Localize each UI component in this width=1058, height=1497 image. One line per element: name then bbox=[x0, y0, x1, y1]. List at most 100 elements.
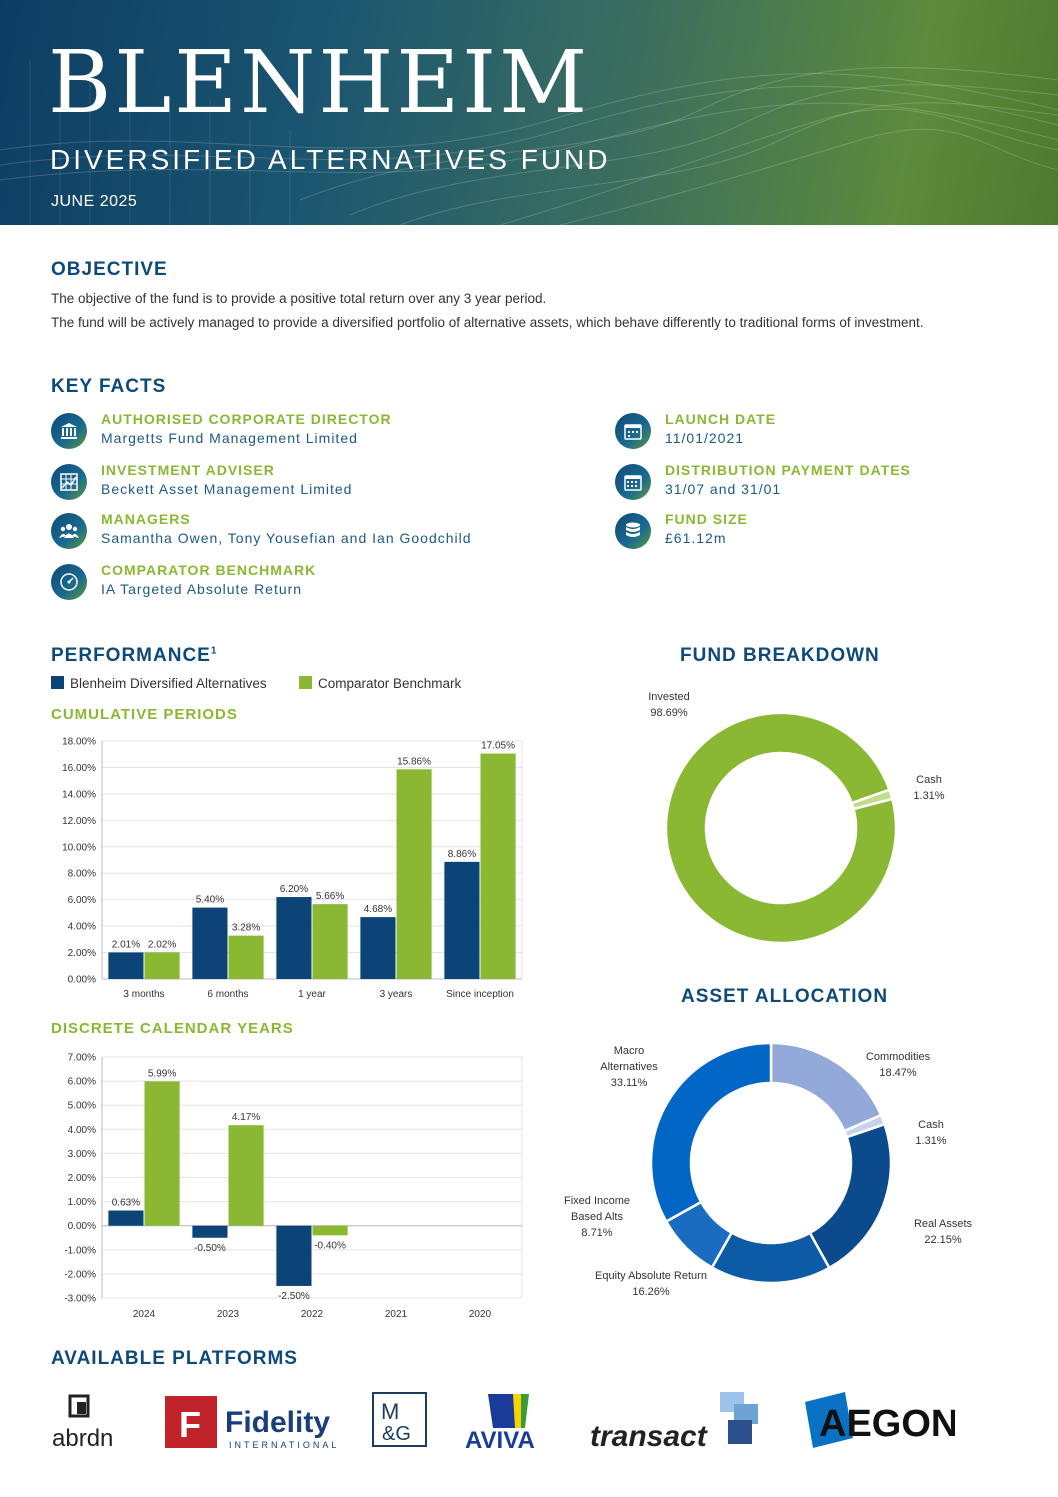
objective-line-2: The fund will be actively managed to pro… bbox=[51, 315, 924, 330]
fact-value: Margetts Fund Management Limited bbox=[101, 430, 358, 446]
mg-text-g: &G bbox=[382, 1423, 411, 1445]
y-tick-label: 0.00% bbox=[68, 1221, 96, 1232]
bar bbox=[228, 1125, 264, 1226]
bar bbox=[276, 897, 312, 979]
bar bbox=[144, 1081, 180, 1226]
fact-label: DISTRIBUTION PAYMENT DATES bbox=[665, 462, 911, 478]
data-label: 6.20% bbox=[280, 884, 308, 895]
slice-label: Commodities bbox=[866, 1051, 931, 1063]
platform-logos: abrdn F Fidelity INTERNATIONAL M &G AVIV… bbox=[0, 1388, 1058, 1454]
x-tick-label: 2020 bbox=[469, 1309, 492, 1320]
data-label: 5.99% bbox=[148, 1068, 176, 1079]
x-tick-label: 3 years bbox=[380, 989, 413, 1000]
fund-title: BLENHEIM bbox=[48, 33, 591, 133]
legend-label: Blenheim Diversified Alternatives bbox=[70, 676, 267, 691]
bar bbox=[444, 861, 480, 979]
fact-value: Samantha Owen, Tony Yousefian and Ian Go… bbox=[101, 530, 472, 546]
data-label: -0.40% bbox=[314, 1240, 346, 1251]
y-tick-label: -1.00% bbox=[64, 1245, 96, 1256]
y-tick-label: -3.00% bbox=[64, 1294, 96, 1305]
data-label: 2.02% bbox=[148, 939, 176, 950]
fidelity-text: Fidelity bbox=[225, 1406, 330, 1439]
performance-heading: PERFORMANCE1 bbox=[51, 645, 217, 667]
bank-icon bbox=[51, 413, 87, 449]
chart-grid-icon bbox=[51, 464, 87, 500]
y-tick-label: 4.00% bbox=[68, 922, 96, 933]
slice-label: Real Assets bbox=[914, 1218, 973, 1230]
donut-slice bbox=[710, 1230, 832, 1285]
fund-subtitle: DIVERSIFIED ALTERNATIVES FUND bbox=[50, 144, 611, 175]
fund-breakdown-heading: FUND BREAKDOWN bbox=[680, 645, 880, 666]
header-banner: BLENHEIM DIVERSIFIED ALTERNATIVES FUND J… bbox=[0, 0, 1058, 225]
aegon-logo: AEGON bbox=[805, 1392, 958, 1448]
calendar-icon bbox=[615, 413, 651, 449]
y-tick-label: 1.00% bbox=[68, 1197, 96, 1208]
aegon-text: AEGON bbox=[819, 1403, 955, 1445]
x-tick-label: 2024 bbox=[133, 1309, 156, 1320]
coins-icon bbox=[615, 513, 651, 549]
fidelity-sub: INTERNATIONAL bbox=[229, 1440, 339, 1449]
data-label: 8.86% bbox=[448, 849, 476, 860]
y-tick-label: 6.00% bbox=[68, 895, 96, 906]
fact-label: MANAGERS bbox=[101, 511, 191, 527]
y-tick-label: 16.00% bbox=[62, 763, 96, 774]
data-label: 5.40% bbox=[196, 895, 224, 906]
asset-allocation-donut: Commodities 18.47% Cash 1.31% Real Assets 22.… bbox=[564, 1041, 973, 1298]
fact-value: Beckett Asset Management Limited bbox=[101, 481, 353, 497]
x-tick-label: 6 months bbox=[207, 989, 248, 1000]
slice-value: 1.31% bbox=[915, 1135, 946, 1147]
data-label: -2.50% bbox=[278, 1291, 310, 1302]
data-label: 4.68% bbox=[364, 904, 392, 915]
slice-value: 98.69% bbox=[650, 707, 688, 719]
legend-swatch bbox=[51, 676, 64, 689]
bar bbox=[396, 769, 432, 979]
key-facts-heading: KEY FACTS bbox=[51, 376, 167, 397]
gauge-icon bbox=[51, 564, 87, 600]
fact-label: LAUNCH DATE bbox=[665, 411, 777, 427]
cumulative-bar-chart: 18.00% 16.00% 14.00% 12.00% 10.00% 8.00% 6.00%… bbox=[62, 737, 523, 1000]
data-label: 2.01% bbox=[112, 939, 140, 950]
slice-label: Cash bbox=[916, 774, 942, 786]
y-tick-label: 0.00% bbox=[68, 975, 96, 986]
bar bbox=[108, 1210, 144, 1226]
bar bbox=[480, 753, 516, 979]
fact-label: FUND SIZE bbox=[665, 511, 748, 527]
slice-label: Fixed Income bbox=[564, 1195, 630, 1207]
y-tick-label: 2.00% bbox=[68, 948, 96, 959]
fact-value: 11/01/2021 bbox=[665, 430, 745, 446]
y-tick-label: 18.00% bbox=[62, 737, 96, 748]
y-tick-label: 3.00% bbox=[68, 1149, 96, 1160]
slice-label: Alternatives bbox=[600, 1061, 658, 1073]
data-label: 5.66% bbox=[316, 891, 344, 902]
y-tick-label: 12.00% bbox=[62, 816, 96, 827]
y-tick-label: 8.00% bbox=[68, 869, 96, 880]
svg-text:F: F bbox=[179, 1404, 201, 1445]
y-tick-label: -2.00% bbox=[64, 1269, 96, 1280]
abrdn-logo: abrdn bbox=[50, 1394, 120, 1452]
performance-footnote-mark: 1 bbox=[210, 645, 218, 657]
x-tick-label: 3 months bbox=[123, 989, 164, 1000]
data-label: 17.05% bbox=[481, 741, 515, 752]
slice-value: 8.71% bbox=[581, 1227, 612, 1239]
data-label: 15.86% bbox=[397, 756, 431, 767]
fact-value: 31/07 and 31/01 bbox=[665, 481, 782, 497]
abrdn-text: abrdn bbox=[52, 1425, 113, 1449]
bar bbox=[312, 904, 348, 979]
discrete-heading: DISCRETE CALENDAR YEARS bbox=[51, 1020, 294, 1037]
fidelity-logo: F Fidelity INTERNATIONAL bbox=[165, 1394, 345, 1450]
bar bbox=[192, 1225, 228, 1238]
slice-value: 22.15% bbox=[924, 1234, 962, 1246]
fund-breakdown-donut: Invested 98.69% Cash 1.31% bbox=[648, 691, 945, 945]
slice-label: Equity Absolute Return bbox=[595, 1270, 707, 1282]
x-tick-label: 2021 bbox=[385, 1309, 408, 1320]
slice-value: 18.47% bbox=[879, 1067, 917, 1079]
y-tick-label: 14.00% bbox=[62, 789, 96, 800]
slice-label: Cash bbox=[918, 1119, 944, 1131]
discrete-bar-chart: 7.00% 6.00% 5.00% 4.00% 3.00% 2.00% 1.00% 0.00%… bbox=[64, 1053, 523, 1320]
report-date: JUNE 2025 bbox=[51, 193, 138, 210]
aviva-text: AVIVA bbox=[465, 1427, 535, 1450]
fact-label: INVESTMENT ADVISER bbox=[101, 462, 275, 478]
y-tick-label: 7.00% bbox=[68, 1053, 96, 1064]
platforms-heading: AVAILABLE PLATFORMS bbox=[51, 1348, 298, 1369]
people-icon bbox=[51, 513, 87, 549]
